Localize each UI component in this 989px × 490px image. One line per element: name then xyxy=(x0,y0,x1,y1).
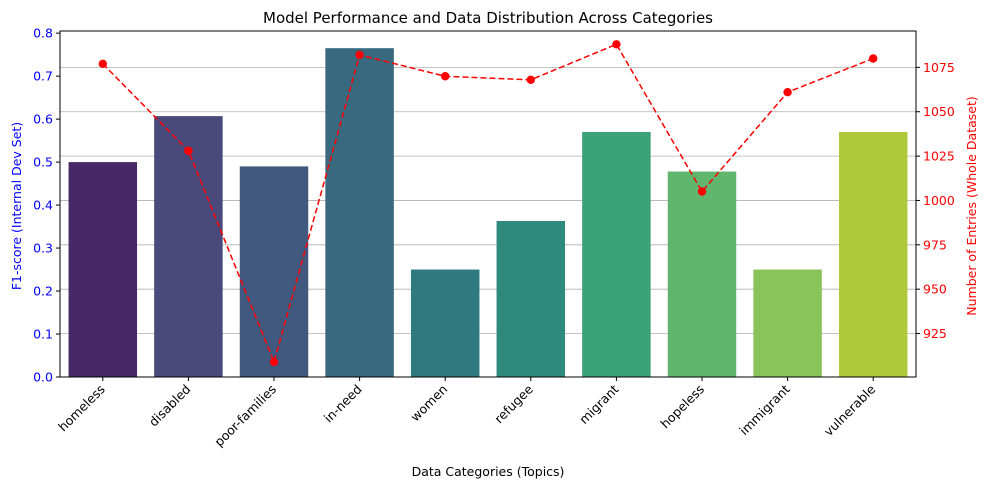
bar-poor-families xyxy=(239,166,309,377)
bar-hopeless xyxy=(667,171,737,377)
bar-migrant xyxy=(582,132,651,377)
entries-point-migrant xyxy=(612,40,621,49)
x-tick-label: disabled xyxy=(146,382,194,430)
y-tick-label: 0.8 xyxy=(33,26,53,41)
y-tick-label: 0.6 xyxy=(33,112,53,127)
y2-tick-label: 925 xyxy=(923,326,947,341)
y2-tick-label: 975 xyxy=(923,237,947,252)
entries-point-women xyxy=(441,72,450,81)
x-tick-label: immigrant xyxy=(736,381,793,438)
x-tick-label: migrant xyxy=(576,381,621,426)
entries-line xyxy=(98,40,878,367)
bar-women xyxy=(410,269,480,377)
x-tick-label: vulnerable xyxy=(821,381,879,439)
entries-point-hopeless xyxy=(697,187,707,196)
y-tick-label: 0.3 xyxy=(33,241,53,256)
x-tick-label: hopeless xyxy=(657,382,707,432)
y2-tick-label: 1050 xyxy=(923,104,955,119)
entries-point-refugee xyxy=(526,75,535,84)
x-tick-label: homeless xyxy=(55,382,108,435)
entries-line-path xyxy=(102,43,874,365)
bar-disabled xyxy=(154,116,223,378)
chart-title: Model Performance and Data Distribution … xyxy=(263,9,713,27)
entries-point-homeless xyxy=(98,59,108,69)
y-axis-title-left: F1-score (Internal Dev Set) xyxy=(9,122,24,290)
plot-frame xyxy=(59,30,917,378)
y2-tick-label: 1000 xyxy=(923,193,955,208)
bar-in-need xyxy=(325,48,394,378)
y-tick-label: 0.7 xyxy=(33,69,53,84)
bars xyxy=(68,48,908,378)
entries-point-vulnerable xyxy=(869,54,878,63)
y-tick-label: 0.2 xyxy=(33,284,53,299)
entries-point-immigrant xyxy=(783,88,792,97)
x-tick-label: women xyxy=(407,382,450,425)
x-tick-label: poor-families xyxy=(211,382,279,450)
y-axis-title-right: Number of Entries (Whole Dataset) xyxy=(964,96,979,316)
bar-immigrant xyxy=(753,269,822,377)
y2-tick-label: 950 xyxy=(923,282,947,297)
bar-vulnerable xyxy=(838,132,908,377)
y-tick-label: 0.5 xyxy=(33,155,53,170)
x-axis-title: Data Categories (Topics) xyxy=(412,464,565,479)
bar-homeless xyxy=(68,162,138,377)
entries-point-poor-families xyxy=(269,357,279,367)
x-tick-label: refugee xyxy=(491,381,536,426)
y-tick-label: 0.4 xyxy=(33,198,53,213)
y-tick-label: 0.1 xyxy=(33,327,53,342)
x-tick-label: in-need xyxy=(321,382,365,426)
y-tick-label: 0.0 xyxy=(33,370,53,385)
y2-tick-label: 1075 xyxy=(923,60,955,75)
entries-point-in-need xyxy=(355,50,364,60)
bar-refugee xyxy=(496,220,566,377)
y2-tick-label: 1025 xyxy=(923,149,955,164)
entries-point-disabled xyxy=(184,146,193,155)
